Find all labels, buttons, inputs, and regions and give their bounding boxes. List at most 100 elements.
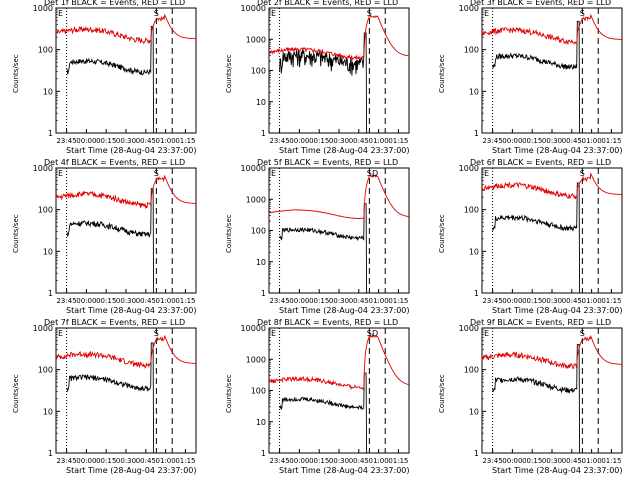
lld-series-line	[481, 334, 622, 370]
y-tick-label: 10	[43, 247, 53, 256]
x-tick-label: 23:45	[56, 137, 76, 145]
x-tick-label: 00:45	[136, 137, 156, 145]
x-axis-label: Start Time (28-Aug-04 23:37:00)	[279, 306, 410, 315]
chart-panel: 1 10 100 1000 23:45 00:00 00:15 00:30 00:45 01:00…	[0, 158, 213, 320]
y-axis-label: Counts/sec	[438, 373, 446, 413]
x-tick-label: 01:00	[369, 137, 389, 145]
y-axis-label: Counts/sec	[225, 213, 233, 253]
annotation-label: S	[580, 329, 585, 338]
x-tick-label: 23:45	[56, 457, 76, 465]
y-tick-label: 1	[48, 129, 53, 138]
annotation-label: E	[58, 169, 63, 178]
y-axis-label: Counts/sec	[12, 213, 20, 253]
chart-panel: 1 10 100 1000 10000 23:45 00:00 00:15 00:30 00:45…	[213, 318, 426, 480]
annotation-label: S	[154, 329, 159, 338]
y-tick-label: 10	[256, 258, 266, 267]
x-tick-label: 00:00	[502, 297, 522, 305]
x-tick-label: 01:15	[175, 457, 195, 465]
chart-title: Det 8f BLACK = Events, RED = LLD	[257, 318, 399, 327]
y-tick-label: 100	[38, 206, 53, 215]
x-tick-label: 00:30	[116, 137, 136, 145]
plot-frame	[55, 327, 197, 454]
y-tick-label: 1000	[459, 164, 479, 173]
x-tick-label: 00:15	[522, 297, 542, 305]
x-tick-label: 00:15	[522, 457, 542, 465]
y-axis-label: Counts/sec	[12, 53, 20, 93]
y-axis-label: Counts/sec	[438, 213, 446, 253]
x-axis-label: Start Time (28-Aug-04 23:37:00)	[66, 466, 197, 475]
y-axis-label: Counts/sec	[225, 53, 233, 93]
events-series-line	[66, 342, 196, 454]
x-tick-label: 23:45	[269, 297, 289, 305]
annotation-label: S	[580, 169, 585, 178]
y-tick-label: 100	[464, 46, 479, 55]
chart-title: Det 7f BLACK = Events, RED = LLD	[44, 318, 186, 327]
y-tick-label: 1	[48, 449, 53, 458]
annotation-label: E	[484, 169, 489, 178]
chart-plot: 1 10 100 1000 23:45 00:00 00:15 00:30 00:45 01:00…	[33, 324, 197, 465]
x-axis-label: Start Time (28-Aug-04 23:37:00)	[279, 466, 410, 475]
x-tick-label: 00:00	[76, 297, 96, 305]
annotation-label: E	[271, 9, 276, 18]
x-tick-label: 00:45	[349, 297, 369, 305]
x-tick-label: 23:45	[56, 297, 76, 305]
annotation-label: S	[154, 169, 159, 178]
events-series-line	[492, 182, 622, 294]
chart-title: Det 9f BLACK = Events, RED = LLD	[470, 318, 612, 327]
chart-panel: 1 10 100 1000 23:45 00:00 00:15 00:30 00:45 01:00…	[0, 0, 213, 160]
x-tick-label: 23:45	[482, 297, 502, 305]
y-tick-label: 10000	[241, 164, 266, 173]
chart-plot: 1 10 100 1000 10000 23:45 00:00 00:15 00:30 00:45…	[241, 4, 410, 145]
plot-frame	[268, 327, 410, 454]
x-tick-label: 00:15	[309, 297, 329, 305]
x-tick-label: 01:15	[601, 137, 621, 145]
y-tick-label: 10	[256, 418, 266, 427]
x-tick-label: 00:15	[309, 457, 329, 465]
x-tick-label: 23:45	[269, 137, 289, 145]
x-tick-label: 00:30	[329, 297, 349, 305]
x-tick-label: 01:15	[601, 457, 621, 465]
y-tick-label: 1000	[33, 324, 53, 333]
x-tick-label: 01:00	[369, 297, 389, 305]
x-tick-label: 01:15	[388, 297, 408, 305]
annotation-label: E	[58, 329, 63, 338]
x-tick-label: 00:00	[289, 297, 309, 305]
chart-plot: 1 10 100 1000 23:45 00:00 00:15 00:30 00:45 01:00…	[459, 164, 623, 305]
annotation-label: S	[580, 9, 585, 18]
x-tick-label: 01:00	[156, 297, 176, 305]
x-tick-label: 01:00	[582, 297, 602, 305]
y-tick-label: 10	[469, 247, 479, 256]
x-tick-label: 01:15	[175, 297, 195, 305]
plot-frame	[268, 167, 410, 294]
events-series-line	[279, 203, 409, 294]
chart-title: Det 1f BLACK = Events, RED = LLD	[44, 0, 186, 7]
x-tick-label: 00:30	[542, 297, 562, 305]
y-tick-label: 1000	[33, 4, 53, 13]
y-tick-label: 10	[469, 407, 479, 416]
events-series-line	[279, 372, 409, 454]
plot-frame	[481, 327, 623, 454]
chart-title: Det 2f BLACK = Events, RED = LLD	[257, 0, 399, 7]
x-tick-label: 00:45	[349, 137, 369, 145]
events-series-line	[66, 188, 196, 294]
chart-panel: 1 10 100 1000 10000 23:45 00:00 00:15 00:30 00:45…	[213, 158, 426, 320]
x-tick-label: 00:45	[562, 137, 582, 145]
chart-title: Det 4f BLACK = Events, RED = LLD	[44, 158, 186, 167]
x-axis-label: Start Time (28-Aug-04 23:37:00)	[492, 146, 623, 155]
x-tick-label: 00:30	[329, 457, 349, 465]
chart-plot: 1 10 100 1000 23:45 00:00 00:15 00:30 00:45 01:00…	[33, 164, 197, 305]
x-tick-label: 00:15	[96, 137, 116, 145]
x-tick-label: 00:00	[289, 137, 309, 145]
y-tick-label: 10	[256, 98, 266, 107]
y-tick-label: 100	[251, 67, 266, 76]
annotation-label: E	[58, 9, 63, 18]
lld-series-line	[55, 334, 196, 369]
y-tick-label: 100	[464, 366, 479, 375]
y-tick-label: 10000	[241, 4, 266, 13]
y-tick-label: 1	[474, 289, 479, 298]
y-tick-label: 100	[251, 387, 266, 396]
chart-title: Det 5f BLACK = Events, RED = LLD	[257, 158, 399, 167]
y-tick-label: 100	[464, 206, 479, 215]
lld-series-line	[481, 13, 622, 45]
annotation-label: D	[372, 329, 378, 338]
